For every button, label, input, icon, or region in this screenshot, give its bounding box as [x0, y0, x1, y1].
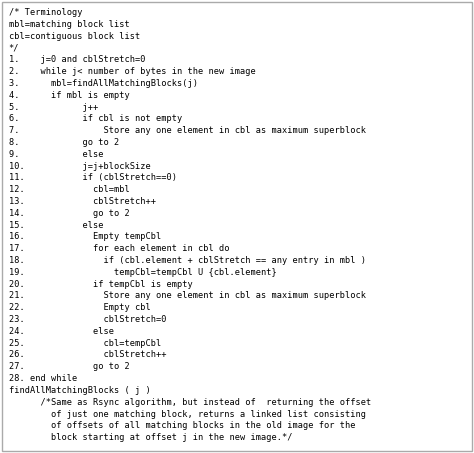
Text: 24.             else: 24. else [9, 327, 114, 336]
Text: 27.             go to 2: 27. go to 2 [9, 362, 129, 371]
Text: 23.               cblStretch=0: 23. cblStretch=0 [9, 315, 166, 324]
Text: 8.            go to 2: 8. go to 2 [9, 138, 119, 147]
Text: 9.            else: 9. else [9, 150, 103, 159]
Text: 17.             for each element in cbl do: 17. for each element in cbl do [9, 244, 229, 253]
Text: 16.             Empty tempCbl: 16. Empty tempCbl [9, 232, 161, 241]
Text: cbl=contiguous block list: cbl=contiguous block list [9, 32, 140, 41]
Text: of just one matching block, returns a linked list consisting: of just one matching block, returns a li… [9, 410, 365, 419]
Text: 11.           if (cblStretch==0): 11. if (cblStretch==0) [9, 173, 176, 183]
Text: 22.               Empty cbl: 22. Empty cbl [9, 303, 150, 312]
Text: 15.           else: 15. else [9, 221, 103, 230]
Text: 28. end while: 28. end while [9, 374, 77, 383]
Text: 19.                 tempCbl=tempCbl U {cbl.element}: 19. tempCbl=tempCbl U {cbl.element} [9, 268, 276, 277]
Text: 13.             cblStretch++: 13. cblStretch++ [9, 197, 155, 206]
Text: 18.               if (cbl.element + cblStretch == any entry in mbl ): 18. if (cbl.element + cblStretch == any … [9, 256, 365, 265]
Text: mbl=matching block list: mbl=matching block list [9, 20, 129, 29]
Text: findAllMatchingBlocks ( j ): findAllMatchingBlocks ( j ) [9, 386, 150, 395]
Text: 20.             if tempCbl is empty: 20. if tempCbl is empty [9, 280, 192, 289]
Text: 3.      mbl=findAllMatchingBlocks(j): 3. mbl=findAllMatchingBlocks(j) [9, 79, 198, 88]
Text: */: */ [9, 43, 19, 53]
Text: 25.               cbl=tempCbl: 25. cbl=tempCbl [9, 339, 161, 348]
Text: 7.                Store any one element in cbl as maximum superblock: 7. Store any one element in cbl as maxim… [9, 126, 365, 135]
Text: 21.               Store any one element in cbl as maximum superblock: 21. Store any one element in cbl as maxi… [9, 291, 365, 300]
Text: 2.    while j< number of bytes in the new image: 2. while j< number of bytes in the new i… [9, 67, 255, 76]
Text: 1.    j=0 and cblStretch=0: 1. j=0 and cblStretch=0 [9, 55, 145, 64]
Text: of offsets of all matching blocks in the old image for the: of offsets of all matching blocks in the… [9, 421, 355, 430]
Text: /*Same as Rsync algorithm, but instead of  returning the offset: /*Same as Rsync algorithm, but instead o… [9, 398, 371, 407]
Text: 12.             cbl=mbl: 12. cbl=mbl [9, 185, 129, 194]
Text: 6.            if cbl is not empty: 6. if cbl is not empty [9, 115, 182, 123]
Text: /* Terminology: /* Terminology [9, 8, 82, 17]
Text: 14.             go to 2: 14. go to 2 [9, 209, 129, 218]
Text: 5.            j++: 5. j++ [9, 102, 98, 111]
Text: 26.               cblStretch++: 26. cblStretch++ [9, 351, 166, 360]
Text: block starting at offset j in the new image.*/: block starting at offset j in the new im… [9, 433, 292, 442]
Text: 10.           j=j+blockSize: 10. j=j+blockSize [9, 162, 150, 171]
Text: 4.      if mbl is empty: 4. if mbl is empty [9, 91, 129, 100]
